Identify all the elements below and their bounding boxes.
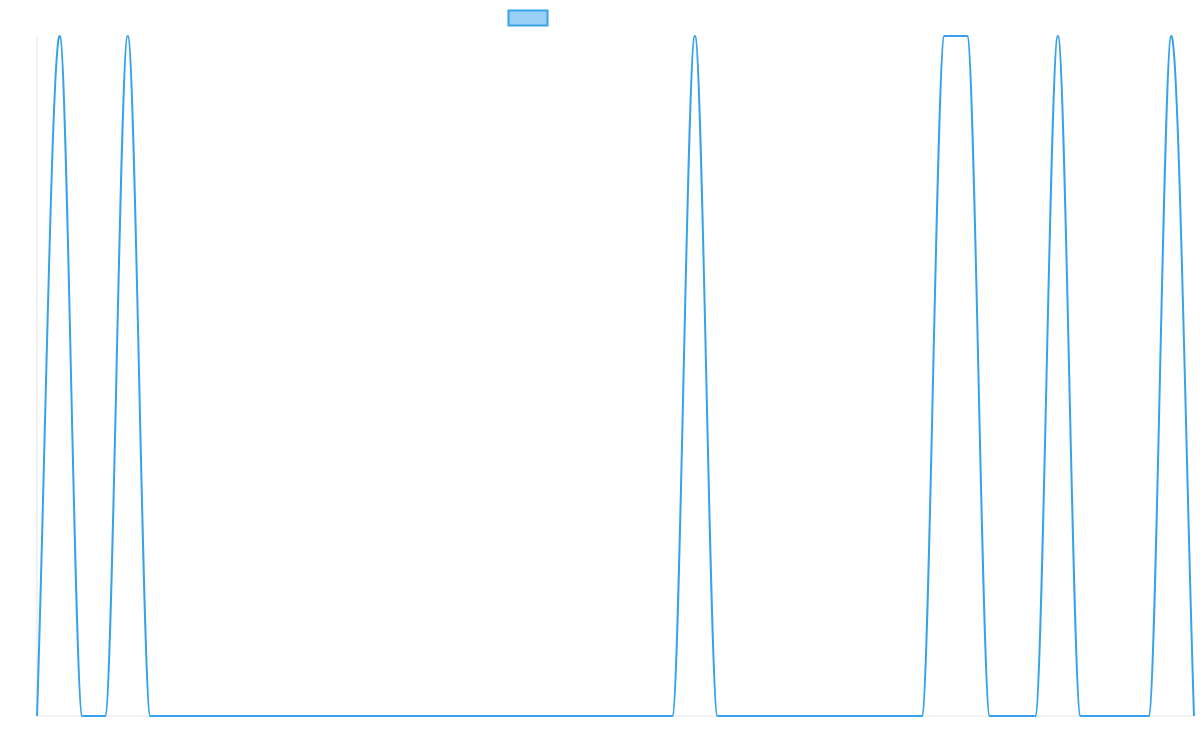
data-point[interactable] xyxy=(170,713,176,719)
legend-swatch[interactable] xyxy=(507,9,549,27)
data-point[interactable] xyxy=(669,713,675,719)
data-point[interactable] xyxy=(919,713,925,719)
data-point[interactable] xyxy=(533,713,539,719)
data-point[interactable] xyxy=(329,713,335,719)
data-point[interactable] xyxy=(624,713,630,719)
data-point[interactable] xyxy=(896,713,902,719)
data-point[interactable] xyxy=(284,713,290,719)
series-line xyxy=(36,35,1195,717)
data-point[interactable] xyxy=(578,713,584,719)
data-point[interactable] xyxy=(556,713,562,719)
data-point[interactable] xyxy=(102,713,108,719)
data-point[interactable] xyxy=(397,713,403,719)
data-point[interactable] xyxy=(125,33,131,39)
data-point[interactable] xyxy=(1078,713,1084,719)
data-point[interactable] xyxy=(1055,33,1061,39)
data-point[interactable] xyxy=(1168,33,1174,39)
data-point[interactable] xyxy=(193,713,199,719)
data-point[interactable] xyxy=(34,713,40,719)
data-point[interactable] xyxy=(987,713,993,719)
data-point[interactable] xyxy=(941,33,947,39)
data-point[interactable] xyxy=(465,713,471,719)
data-point[interactable] xyxy=(964,33,970,39)
data-point[interactable] xyxy=(783,713,789,719)
data-point[interactable] xyxy=(420,713,426,719)
data-point[interactable] xyxy=(306,713,312,719)
series-layer xyxy=(34,33,1197,719)
data-point[interactable] xyxy=(510,713,516,719)
data-point[interactable] xyxy=(57,33,63,39)
data-point[interactable] xyxy=(261,713,267,719)
data-point[interactable] xyxy=(715,713,721,719)
data-point[interactable] xyxy=(1100,713,1106,719)
data-point[interactable] xyxy=(873,713,879,719)
data-point[interactable] xyxy=(1191,713,1197,719)
data-point[interactable] xyxy=(352,713,358,719)
data-point[interactable] xyxy=(1010,713,1016,719)
data-point[interactable] xyxy=(374,713,380,719)
data-point[interactable] xyxy=(147,713,153,719)
data-point[interactable] xyxy=(238,713,244,719)
axes-layer xyxy=(36,36,1194,717)
data-point[interactable] xyxy=(215,713,221,719)
data-point[interactable] xyxy=(1146,713,1152,719)
data-point[interactable] xyxy=(601,713,607,719)
data-point[interactable] xyxy=(760,713,766,719)
data-point[interactable] xyxy=(647,713,653,719)
data-point[interactable] xyxy=(692,33,698,39)
data-point[interactable] xyxy=(488,713,494,719)
data-point[interactable] xyxy=(442,713,448,719)
data-point[interactable] xyxy=(1032,713,1038,719)
data-point[interactable] xyxy=(79,713,85,719)
data-point[interactable] xyxy=(1123,713,1129,719)
data-point[interactable] xyxy=(828,713,834,719)
data-point[interactable] xyxy=(737,713,743,719)
legend[interactable] xyxy=(507,9,549,27)
data-point[interactable] xyxy=(851,713,857,719)
data-point[interactable] xyxy=(805,713,811,719)
